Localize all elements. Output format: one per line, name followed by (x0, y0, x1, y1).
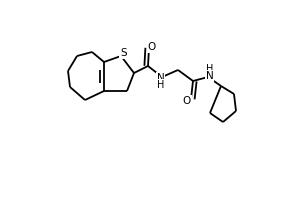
Text: H: H (157, 80, 164, 90)
Text: O: O (183, 96, 191, 106)
Text: N: N (206, 71, 214, 81)
Text: H: H (206, 64, 213, 74)
Text: N: N (157, 73, 164, 83)
Text: O: O (148, 42, 156, 52)
Text: S: S (120, 48, 127, 58)
